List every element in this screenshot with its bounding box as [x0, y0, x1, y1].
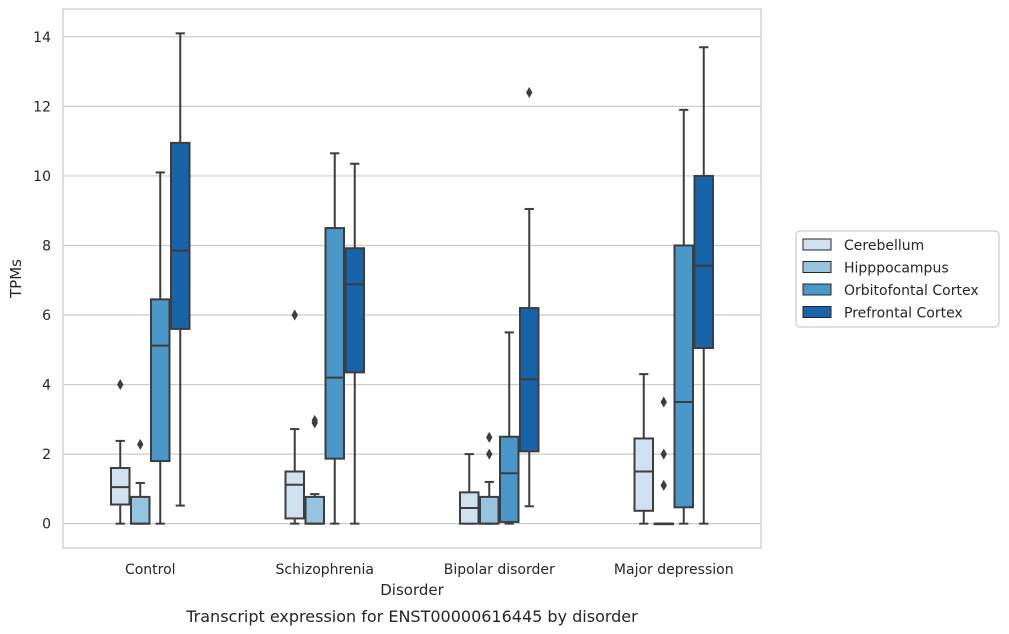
- legend-label: Prefrontal Cortex: [844, 306, 963, 322]
- plot-frame: [62, 8, 762, 549]
- x-tick-label: Control: [125, 562, 176, 578]
- box-1-0: [130, 438, 151, 525]
- box-body: [344, 247, 365, 374]
- legend-swatch: [802, 238, 832, 251]
- legend-item: Orbitofontal Cortex: [802, 283, 979, 299]
- box-2-1: [324, 152, 345, 525]
- y-tick-label: 4: [42, 378, 51, 394]
- y-tick-label: 14: [33, 30, 51, 46]
- box-0-3: [633, 373, 654, 525]
- box-0-2: [459, 453, 480, 525]
- box-body: [499, 435, 520, 523]
- outlier-marker: [486, 448, 493, 460]
- chart-caption: Transcript expression for ENST0000061644…: [185, 607, 638, 626]
- legend-item: Hipppocampus: [802, 261, 949, 277]
- x-tick-label: Major depression: [614, 562, 734, 578]
- outlier-marker: [526, 86, 533, 98]
- legend-frame: [795, 230, 1000, 328]
- box-body: [284, 470, 305, 520]
- box-body: [170, 141, 191, 330]
- outlier-marker: [137, 438, 144, 450]
- outlier-marker: [660, 448, 667, 460]
- box-body: [324, 227, 345, 460]
- box-2-0: [150, 171, 171, 525]
- boxes: [110, 32, 714, 526]
- box-3-0: [170, 32, 191, 507]
- outlier-marker: [291, 309, 298, 321]
- y-tick-label: 6: [42, 308, 51, 324]
- outlier-marker: [117, 379, 124, 391]
- y-tick-label: 10: [33, 169, 51, 185]
- box-body: [693, 174, 714, 350]
- box-0-1: [284, 309, 305, 525]
- x-tick-label: Bipolar disorder: [444, 562, 555, 578]
- box-2-3: [673, 108, 694, 525]
- outlier-marker: [660, 396, 667, 408]
- legend-label: Cerebellum: [844, 238, 924, 254]
- box-1-2: [479, 431, 500, 525]
- y-axis-label: TPMs: [7, 259, 25, 299]
- box-1-1: [304, 414, 325, 525]
- legend-swatch: [802, 283, 832, 296]
- outlier-marker: [486, 431, 493, 443]
- box-3-1: [344, 162, 365, 525]
- y-tick-label: 12: [33, 99, 51, 115]
- box-0-0: [110, 379, 131, 525]
- box-2-2: [499, 331, 520, 525]
- outlier-marker: [660, 479, 667, 491]
- y-tick-label: 0: [42, 517, 51, 533]
- box-1-3: [653, 396, 674, 526]
- legend-item: Prefrontal Cortex: [802, 306, 963, 322]
- x-axis-label: Disorder: [380, 581, 444, 599]
- outlier-marker: [311, 414, 318, 426]
- box-body: [304, 495, 325, 525]
- box-body: [479, 495, 500, 525]
- legend-swatch: [802, 306, 832, 318]
- x-axis-ticks: Control Schizophrenia Bipolar disorder Majo…: [125, 562, 734, 578]
- box-3-2: [519, 86, 540, 508]
- box-body: [130, 495, 151, 525]
- x-tick-label: Schizophrenia: [276, 562, 374, 578]
- y-tick-label: 2: [42, 447, 51, 463]
- legend-label: Hipppocampus: [844, 261, 949, 277]
- y-axis-ticks: 0 2 4 6 8 10 12 14: [33, 30, 51, 533]
- y-tick-label: 8: [42, 238, 51, 254]
- legend-item: Cerebellum: [802, 238, 924, 254]
- box-body: [673, 244, 694, 509]
- box-body: [633, 437, 654, 512]
- box-body: [150, 298, 171, 463]
- legend-label: Orbitofontal Cortex: [844, 283, 979, 299]
- legend: Cerebellum Hipppocampus Orbitofontal Corte…: [795, 230, 1000, 328]
- legend-swatch: [802, 261, 832, 273]
- box-3-3: [693, 46, 714, 525]
